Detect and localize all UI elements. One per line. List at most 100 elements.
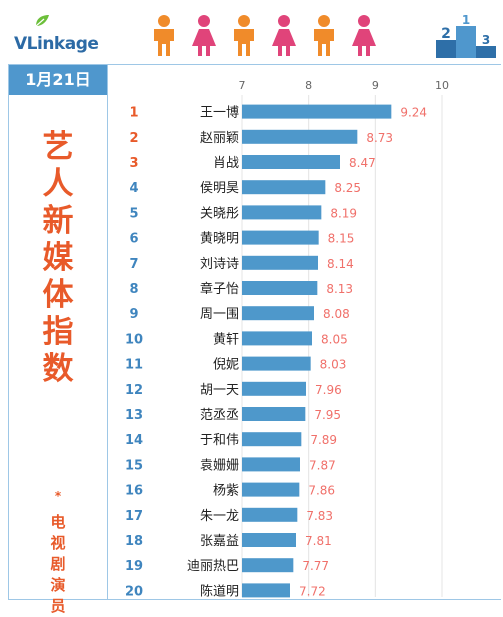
value-label: 8.05 <box>321 332 348 346</box>
bar <box>242 558 294 573</box>
rank-label: 13 <box>125 408 143 423</box>
artist-name: 黄晓明 <box>200 232 239 247</box>
rank-label: 15 <box>125 458 143 473</box>
artist-name: 于和伟 <box>200 433 239 448</box>
subtitle-char: 演 <box>50 576 66 594</box>
bar <box>242 205 322 220</box>
bar <box>242 281 318 295</box>
person-orange-icon <box>314 15 334 56</box>
brand-name: VLinkage <box>14 34 99 54</box>
artist-name: 侯明昊 <box>200 181 239 196</box>
person-orange-icon <box>234 15 254 56</box>
date-label: 1月21日 <box>9 65 107 95</box>
x-tick-label: 10 <box>435 79 449 92</box>
chart-panel: 7 8 9 10 1 王一博 9.24 2 赵丽颖 8.73 3 肖战 8.47 4 侯明昊 8.25 5 关晓彤… <box>108 64 501 600</box>
value-label: 7.83 <box>306 509 333 523</box>
rank-label: 9 <box>129 307 138 322</box>
artist-name: 袁姗姗 <box>200 457 239 473</box>
bar <box>242 155 340 169</box>
leaf-icon <box>35 15 49 27</box>
person-pink-icon <box>352 15 376 56</box>
title-char: 艺 <box>42 129 74 165</box>
title-char: 媒 <box>42 240 74 276</box>
bar <box>242 507 298 522</box>
artist-name: 朱一龙 <box>200 509 239 524</box>
bar <box>242 432 302 447</box>
artist-name: 陈道明 <box>200 583 239 599</box>
rank-label: 7 <box>129 257 138 272</box>
title-char: 人 <box>42 166 74 202</box>
value-label: 8.13 <box>326 282 353 296</box>
bar <box>242 255 318 270</box>
rank-label: 4 <box>129 181 138 196</box>
title-char: 体 <box>42 277 74 313</box>
subtitle-char: 剧 <box>50 555 66 573</box>
category-subtitle: 电 视 剧 演 员 <box>9 512 107 617</box>
rank-label: 5 <box>129 206 138 221</box>
artist-name: 黄轩 <box>213 332 239 347</box>
svg-text:2: 2 <box>441 26 451 42</box>
artist-name: 杨紫 <box>213 484 239 499</box>
rank-label: 10 <box>125 332 143 347</box>
subtitle-char: 员 <box>50 597 66 615</box>
rank-label: 20 <box>125 584 143 599</box>
value-label: 8.25 <box>334 181 361 195</box>
value-label: 7.89 <box>310 433 337 447</box>
artist-name: 周一围 <box>200 307 239 322</box>
bar <box>242 230 319 245</box>
artist-name: 章子怡 <box>200 281 239 297</box>
rank-label: 16 <box>125 484 143 499</box>
bar <box>242 482 300 497</box>
value-label: 8.73 <box>366 131 393 145</box>
people-icons <box>154 15 376 56</box>
person-pink-icon <box>192 15 216 56</box>
value-label: 7.95 <box>314 408 341 422</box>
artist-name: 胡一天 <box>200 383 239 398</box>
index-title: 艺 人 新 媒 体 指 数 <box>9 129 107 388</box>
bar <box>242 180 326 195</box>
rank-label: 3 <box>129 156 138 171</box>
bar <box>242 457 300 472</box>
value-label: 7.72 <box>299 584 326 598</box>
rank-label: 19 <box>125 559 143 574</box>
title-char: 指 <box>42 314 74 350</box>
value-label: 8.14 <box>327 257 354 271</box>
rank-label: 18 <box>125 534 143 549</box>
x-tick-label: 8 <box>305 79 312 92</box>
artist-name: 迪丽热巴 <box>187 559 239 574</box>
value-label: 7.77 <box>302 559 329 573</box>
value-label: 7.86 <box>308 484 335 498</box>
value-label: 9.24 <box>400 106 427 120</box>
rank-label: 14 <box>125 433 143 448</box>
svg-text:3: 3 <box>482 33 490 47</box>
podium-icon: 2 1 3 <box>436 14 496 58</box>
x-tick-label: 9 <box>372 79 379 92</box>
person-pink-icon <box>272 15 296 56</box>
ranking-bar-chart: 7 8 9 10 1 王一博 9.24 2 赵丽颖 8.73 3 肖战 8.47 4 侯明昊 8.25 5 关晓彤… <box>125 79 449 599</box>
rank-label: 2 <box>129 131 138 146</box>
value-label: 8.03 <box>320 358 347 372</box>
value-label: 7.81 <box>305 534 332 548</box>
brand-logo: VLinkage <box>8 8 118 54</box>
artist-name: 赵丽颖 <box>200 131 239 146</box>
artist-name: 关晓彤 <box>200 206 239 221</box>
rank-label: 17 <box>125 509 143 524</box>
subtitle-char: 视 <box>50 534 66 552</box>
value-label: 8.47 <box>349 156 376 170</box>
artist-name: 倪妮 <box>213 358 239 373</box>
bar <box>242 331 312 346</box>
sidebar: 1月21日 艺 人 新 媒 体 指 数 * 电 视 剧 演 员 <box>8 64 108 615</box>
rank-label: 8 <box>129 282 138 297</box>
bar <box>242 407 306 421</box>
person-orange-icon <box>154 15 174 56</box>
artist-name: 范丞丞 <box>200 408 239 423</box>
value-label: 7.87 <box>309 458 336 472</box>
bar <box>242 104 392 119</box>
rank-label: 12 <box>125 383 143 398</box>
bar <box>242 583 290 598</box>
rank-label: 11 <box>125 358 143 373</box>
title-char: 数 <box>42 351 74 387</box>
subtitle-char: 电 <box>50 513 66 531</box>
bar <box>242 356 311 371</box>
artist-name: 王一博 <box>200 106 239 121</box>
